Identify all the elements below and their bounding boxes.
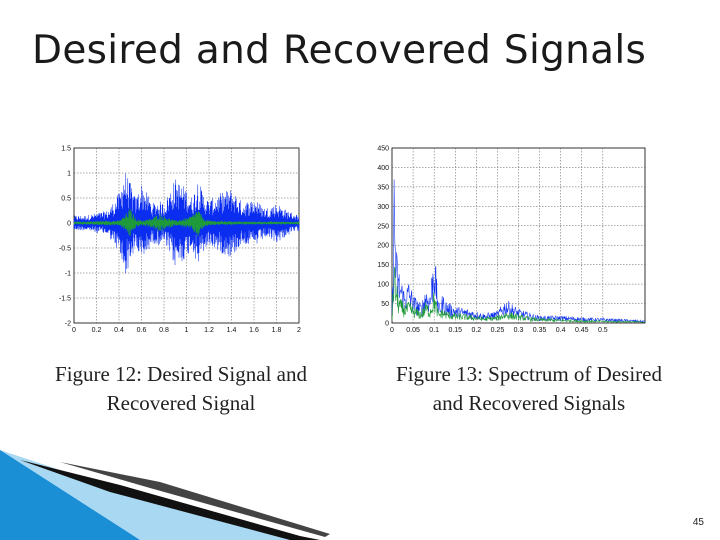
swoosh-thin-stripe [60,462,330,537]
x-tick-label: 1 [185,327,189,334]
y-tick-label: 0 [67,221,71,228]
x-tick-label: 0.3 [514,327,524,334]
page-number: 45 [692,517,704,528]
grid-lines [392,148,645,323]
x-tick-label: 0.6 [137,327,147,334]
slide-title: Desired and Recovered Signals [32,28,647,73]
figure-12-caption: Figure 12: Desired Signal and Recovered … [55,362,307,415]
x-tick-label: 1.8 [272,327,282,334]
series-group [391,179,646,324]
y-tick-label: 1 [67,171,71,178]
x-tick-label: 0 [72,327,76,334]
x-tick-label: 0.2 [471,327,481,334]
figure-12-chart: 0 0.2 0.4 0.6 0.8 1 1.2 1.4 1.6 1.8 2 1.5 1 0.5 0 -0.5 -… [59,146,301,335]
swoosh-light-fill [0,450,300,540]
y-tick-label: 250 [377,223,389,230]
y-tick-label: -2 [65,321,71,328]
x-tick-label: 1.2 [204,327,214,334]
y-tick-label: -1.5 [59,296,71,303]
y-tick-label: 0.5 [61,196,71,203]
series-line-recovered [391,266,646,324]
x-tick-label: 0.4 [556,327,566,334]
tick-labels: 0 0.2 0.4 0.6 0.8 1 1.2 1.4 1.6 1.8 2 1.5 1 0.5 0 -0.5 -… [59,146,301,335]
figure-13-caption: Figure 13: Spectrum of Desired and Recov… [396,362,662,415]
y-tick-label: -1 [65,271,71,278]
x-tick-label: 2 [297,327,301,334]
y-tick-label: 350 [377,184,389,191]
swoosh-dark-stripe [20,460,320,540]
y-tick-label: 1.5 [61,146,71,153]
series-line-recovered [73,208,300,237]
x-tick-label: 0.2 [92,327,102,334]
y-tick-label: 100 [377,282,389,289]
x-tick-label: 0.5 [598,327,608,334]
x-tick-label: 0.1 [429,327,439,334]
y-tick-label: 50 [381,301,389,308]
x-tick-label: 1.6 [249,327,259,334]
y-tick-label: 400 [377,165,389,172]
x-tick-label: 0.25 [491,327,505,334]
y-tick-label: 300 [377,204,389,211]
x-tick-label: 0.45 [575,327,589,334]
figure-13-chart: 0 0.05 0.1 0.15 0.2 0.25 0.3 0.35 0.4 0.45 0.5 450 4… [377,146,646,335]
x-tick-label: 0.4 [114,327,124,334]
y-tick-label: 200 [377,243,389,250]
decorative-swoosh [0,450,330,540]
y-tick-label: 450 [377,146,389,153]
x-tick-label: 0.15 [448,327,462,334]
y-tick-label: 0 [385,321,389,328]
tick-labels: 0 0.05 0.1 0.15 0.2 0.25 0.3 0.35 0.4 0.45 0.5 450 4… [377,146,607,335]
x-tick-label: 1.4 [227,327,237,334]
y-tick-label: -0.5 [59,246,71,253]
x-tick-label: 0.05 [406,327,420,334]
x-tick-label: 0 [390,327,394,334]
x-tick-label: 0.8 [159,327,169,334]
x-tick-label: 0.35 [533,327,547,334]
y-tick-label: 150 [377,262,389,269]
